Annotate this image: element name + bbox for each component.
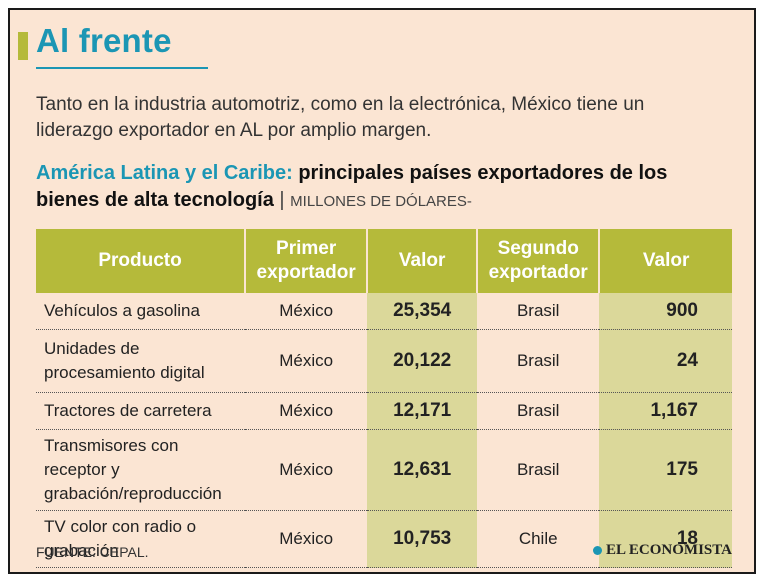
header-segundo-exportador: Segundo exportador xyxy=(477,229,601,293)
cell-valor-2: 175 xyxy=(599,429,732,511)
cell-valor-2: 24 xyxy=(599,329,732,393)
title-underline xyxy=(36,67,208,69)
page-title: Al frente xyxy=(36,22,172,59)
intro-text: Tanto en la industria automotriz, como e… xyxy=(36,94,645,141)
table-subtitle: América Latina y el Caribe: principales … xyxy=(36,160,736,215)
header-primer-exportador: Primer exportador xyxy=(245,229,369,293)
cell-segundo-exportador: Chile xyxy=(477,510,600,568)
subtitle-separator: | xyxy=(279,189,285,211)
table-row: Transmisores con receptor y grabación/re… xyxy=(36,429,732,511)
infographic-frame: Al frente Tanto en la industria automotr… xyxy=(8,8,756,574)
table-row: Unidades de procesamiento digital México… xyxy=(36,329,732,393)
title-accent-bar xyxy=(18,32,28,60)
source-note: FUENTE: CEPAL. xyxy=(36,544,149,560)
cell-segundo-exportador: Brasil xyxy=(477,392,600,430)
cell-producto: Unidades de procesamiento digital xyxy=(36,329,246,393)
cell-segundo-exportador: Brasil xyxy=(477,329,600,393)
units-label: MILLONES DE DÓLARES- xyxy=(290,193,472,210)
brand-dot-icon xyxy=(593,546,602,555)
header-valor-2: Valor xyxy=(599,229,732,293)
cell-producto: Transmisores con receptor y grabación/re… xyxy=(36,429,246,511)
brand-logo: EL ECONOMISTA xyxy=(593,542,732,559)
table-header-row: Producto Primer exportador Valor Segundo… xyxy=(36,229,732,293)
cell-valor-1: 25,354 xyxy=(367,293,478,330)
cell-primer-exportador: México xyxy=(245,429,368,511)
cell-primer-exportador: México xyxy=(245,293,368,330)
cell-valor-1: 12,171 xyxy=(367,392,478,430)
table-row: Vehículos a gasolina México 25,354 Brasi… xyxy=(36,293,732,330)
cell-producto: Vehículos a gasolina xyxy=(36,293,246,330)
cell-valor-2: 18 xyxy=(599,510,732,568)
table-row: Tractores de carretera México 12,171 Bra… xyxy=(36,392,732,430)
brand-name: EL ECONOMISTA xyxy=(606,542,732,558)
header-valor-1: Valor xyxy=(367,229,479,293)
header-producto: Producto xyxy=(36,229,247,293)
cell-primer-exportador: México xyxy=(245,392,368,430)
cell-segundo-exportador: Brasil xyxy=(477,429,600,511)
cell-primer-exportador: México xyxy=(245,510,368,568)
subtitle-highlight: América Latina y el Caribe: xyxy=(36,162,293,184)
table-row: TV color con radio o grabación México 10… xyxy=(36,510,732,568)
cell-valor-1: 20,122 xyxy=(367,329,478,393)
cell-valor-1: 12,631 xyxy=(367,429,478,511)
cell-valor-2: 900 xyxy=(599,293,732,330)
subtitle-text: principales países exportadores de los b… xyxy=(36,162,668,211)
cell-producto: TV color con radio o grabación xyxy=(36,510,246,568)
cell-primer-exportador: México xyxy=(245,329,368,393)
cell-valor-1: 10,753 xyxy=(367,510,478,568)
cell-producto: Tractores de carretera xyxy=(36,392,246,430)
cell-valor-2: 1,167 xyxy=(599,392,732,430)
cell-segundo-exportador: Brasil xyxy=(477,293,600,330)
exporters-table: Producto Primer exportador Valor Segundo… xyxy=(36,229,732,568)
